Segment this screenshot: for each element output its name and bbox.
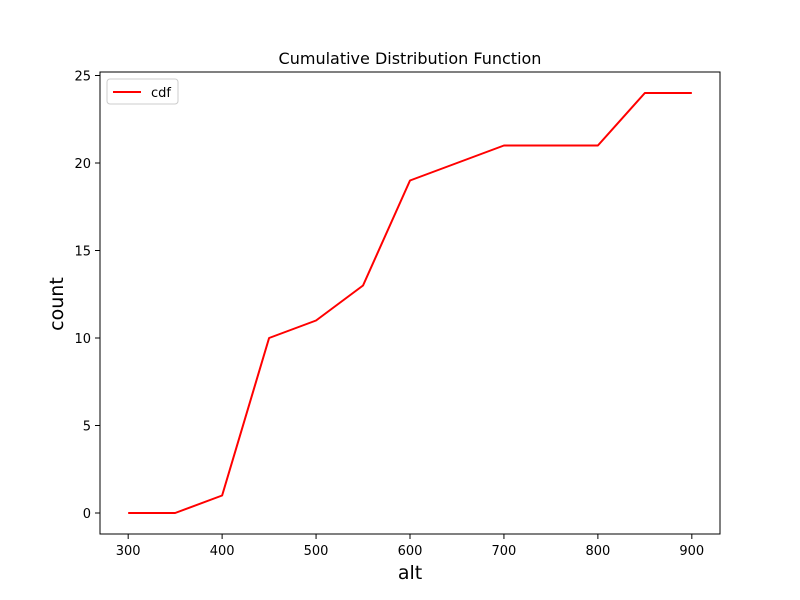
x-tick-label: 400 — [210, 544, 235, 559]
series-line-cdf — [128, 92, 692, 514]
x-tick-label: 500 — [304, 544, 329, 559]
y-axis-label: count — [46, 277, 68, 331]
y-tick-label: 20 — [74, 157, 91, 172]
x-tick-label: 900 — [679, 544, 704, 559]
legend: cdf — [106, 78, 179, 105]
x-tick-label: 700 — [492, 544, 517, 559]
legend-box — [106, 78, 179, 105]
y-tick-label: 0 — [83, 507, 91, 522]
y-tick-label: 10 — [74, 332, 91, 347]
x-tick-label: 300 — [116, 544, 141, 559]
y-tick-label: 15 — [74, 245, 91, 260]
legend-label-cdf: cdf — [151, 86, 171, 101]
axes-frame — [99, 71, 721, 535]
plot-area — [128, 92, 692, 514]
x-axis-label: alt — [398, 562, 422, 584]
x-tick-label: 600 — [398, 544, 423, 559]
y-tick-label: 25 — [74, 70, 91, 85]
axes: 300 400 500 600 700 800 900 0 5 10 15 20 25 — [74, 70, 721, 559]
y-tick-label: 5 — [83, 420, 91, 435]
chart-title: Cumulative Distribution Function — [279, 49, 542, 68]
x-tick-label: 800 — [585, 544, 610, 559]
